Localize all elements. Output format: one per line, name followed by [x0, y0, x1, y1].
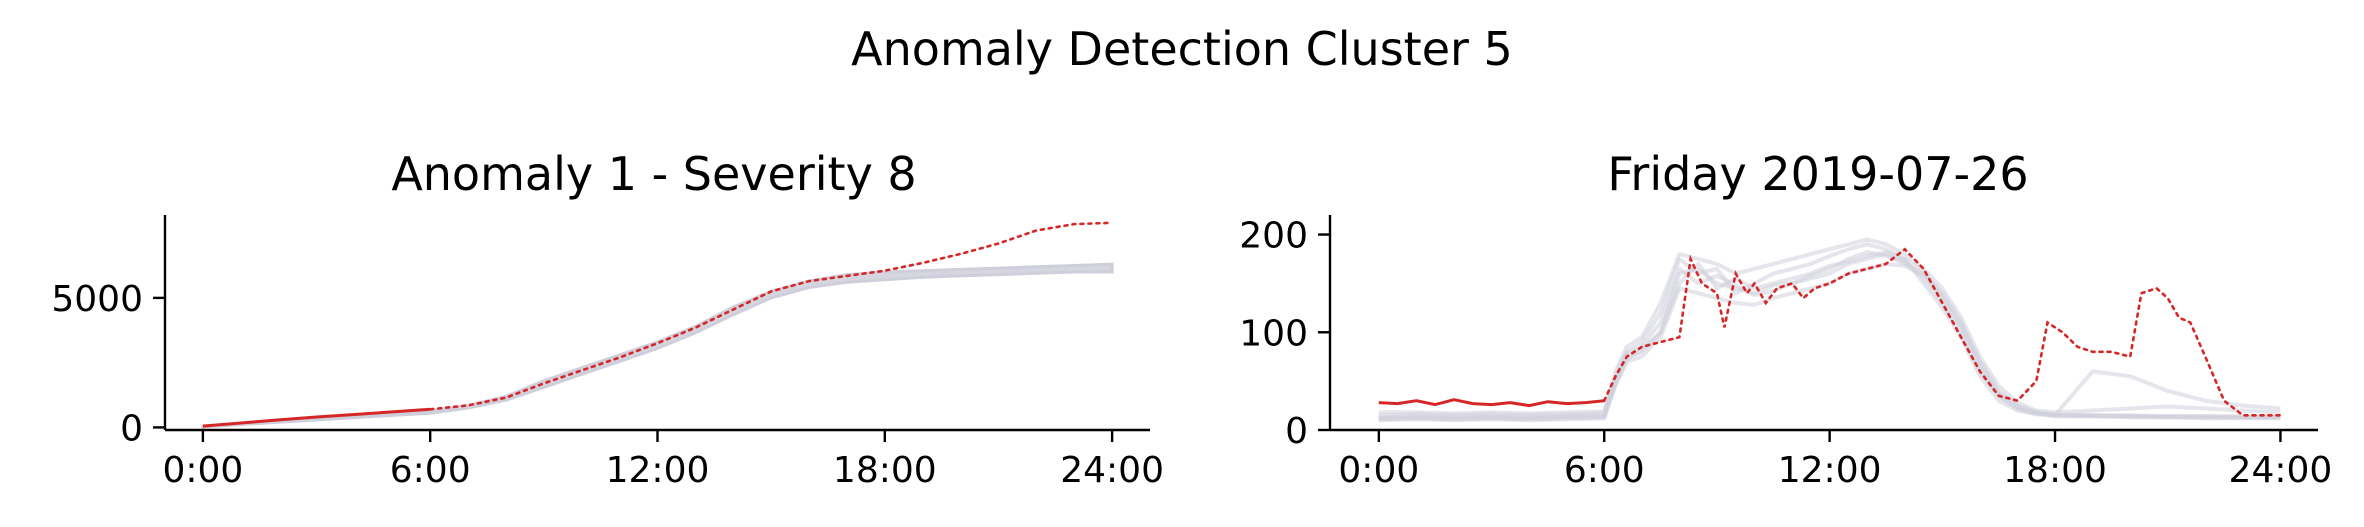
y-tick-label: 5000	[51, 279, 143, 320]
forecast-line	[428, 221, 1114, 411]
x-tick-label: 6:00	[390, 450, 471, 491]
x-tick-label: 24:00	[2229, 450, 2333, 491]
forecast-line	[1602, 247, 2282, 417]
x-tick-label: 18:00	[833, 450, 937, 491]
reference-profile-line	[1378, 250, 2281, 420]
plot-area	[201, 221, 1114, 429]
x-tick-label: 18:00	[2003, 450, 2107, 491]
y-tick-label: 100	[1239, 313, 1308, 354]
y-tick-label: 200	[1239, 216, 1308, 257]
reference-profile-line	[1378, 242, 2281, 420]
plot-area	[1378, 237, 2282, 423]
reference-profile-line	[1378, 261, 2281, 423]
reference-profile-line	[1378, 252, 2281, 421]
x-tick-label: 24:00	[1060, 450, 1164, 491]
reference-profile-line	[1378, 237, 2281, 416]
chart-title: Friday 2019-07-26	[1607, 147, 2028, 201]
observed-line	[1378, 398, 1605, 408]
x-tick-label: 12:00	[606, 450, 710, 491]
figure-title: Anomaly Detection Cluster 5	[851, 22, 1513, 76]
x-tick-label: 12:00	[1778, 450, 1882, 491]
reference-profile-line	[1378, 250, 2281, 422]
chart-title: Anomaly 1 - Severity 8	[391, 147, 916, 201]
y-tick-label: 0	[120, 408, 143, 449]
x-tick-label: 6:00	[1564, 450, 1645, 491]
x-tick-label: 0:00	[162, 450, 243, 491]
x-tick-label: 0:00	[1338, 450, 1419, 491]
y-tick-label: 0	[1285, 411, 1308, 452]
reference-band	[201, 262, 1114, 429]
observed-line	[202, 407, 431, 428]
